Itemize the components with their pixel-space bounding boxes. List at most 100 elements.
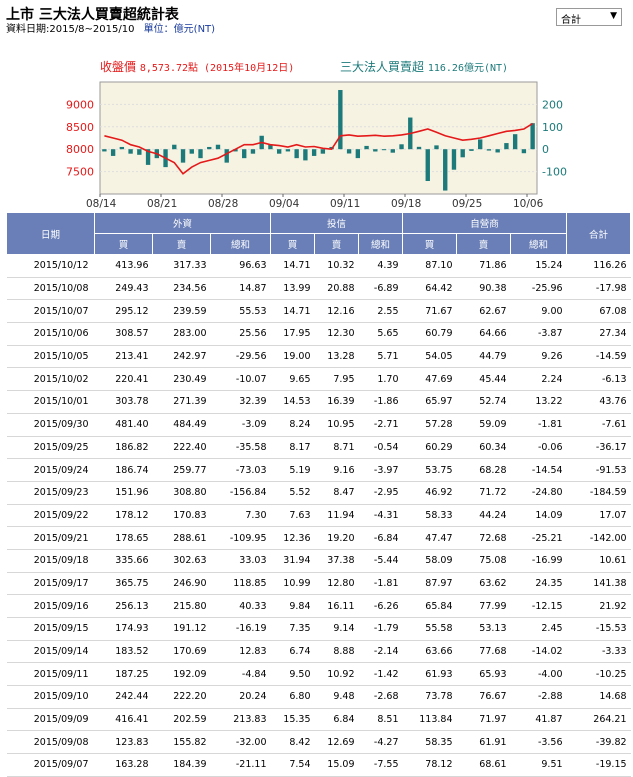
table-row: 2015/09/10 242.44 222.20 20.24 6.80 9.48 -2.68… (6, 685, 631, 709)
cell-value: 52.74 (456, 390, 511, 414)
row-date: 2015/10/02 (6, 367, 95, 392)
cell-value: 6.74 (270, 640, 315, 664)
cell-value: 12.30 (314, 322, 359, 346)
cell-value: 9.65 (270, 367, 315, 392)
cell-value: 90.38 (456, 277, 511, 301)
date-range: 資料日期:2015/8~2015/10 單位：億元(NT) (6, 20, 215, 35)
x-tick-label: 08/14 (86, 198, 117, 210)
cell-value: 4.39 (358, 254, 403, 278)
cell-value: 17.07 (566, 504, 631, 528)
cell-value: 283.00 (152, 322, 211, 346)
row-date: 2015/09/30 (6, 413, 95, 437)
cell-value: -14.02 (510, 640, 567, 664)
cell-value: 8.17 (270, 436, 315, 460)
cell-value: -142.00 (566, 526, 631, 550)
cell-value: 12.36 (270, 526, 315, 550)
cell-value: -4.31 (358, 504, 403, 528)
cell-value: -39.82 (566, 730, 631, 755)
cell-value: -7.55 (358, 753, 403, 777)
cell-value: 6.80 (270, 685, 315, 709)
cell-value: 5.65 (358, 322, 403, 346)
cell-value: 178.12 (94, 504, 153, 528)
cell-value: 5.52 (270, 481, 315, 505)
table-row: 2015/09/24 186.74 259.77 -73.03 5.19 9.16 -3.9… (6, 458, 631, 482)
cell-value: -4.00 (510, 662, 567, 687)
cell-value: 7.63 (270, 504, 315, 528)
cell-value: 61.93 (402, 662, 457, 687)
cell-value: 13.22 (510, 390, 567, 414)
cell-value: 288.61 (152, 526, 211, 550)
cell-value: 19.20 (314, 526, 359, 550)
cell-value: 58.35 (402, 730, 457, 755)
table-row: 2015/09/17 365.75 246.90 118.85 10.99 12.80 -1… (6, 572, 631, 596)
cell-value: -6.13 (566, 367, 631, 392)
cell-value: 335.66 (94, 549, 153, 573)
table-row: 2015/09/18 335.66 302.63 33.03 31.94 37.38 -5.… (6, 549, 631, 573)
table-row: 2015/10/01 303.78 271.39 32.39 14.53 16.39 -1.… (6, 390, 631, 414)
cell-value: 78.12 (402, 753, 457, 777)
cell-value: 14.53 (270, 390, 315, 414)
cell-value: -2.95 (358, 481, 403, 505)
table-row: 2015/09/23 151.96 308.80 -156.84 5.52 8.47 -2.… (6, 481, 631, 505)
cell-value: 481.40 (94, 413, 153, 437)
table-row: 2015/10/06 308.57 283.00 25.56 17.95 12.30 5.6… (6, 322, 631, 346)
net-bar (119, 146, 125, 150)
cell-value: 7.35 (270, 617, 315, 641)
cell-value: 413.96 (94, 254, 153, 278)
cell-value: 54.05 (402, 345, 457, 369)
cell-value: 163.28 (94, 753, 153, 777)
cell-value: 8.71 (314, 436, 359, 460)
row-date: 2015/09/17 (6, 572, 95, 596)
cell-value: -16.99 (510, 549, 567, 573)
x-tick-label: 10/06 (513, 198, 544, 210)
table-row: 2015/09/15 174.93 191.12 -16.19 7.35 9.14 -1.7… (6, 617, 631, 641)
cell-value: 24.35 (510, 572, 567, 596)
col-date: 日期 (6, 212, 95, 255)
cell-value: 11.94 (314, 504, 359, 528)
cell-value: -2.68 (358, 685, 403, 709)
subheader-7: 賣 (456, 233, 511, 255)
cell-value: 242.44 (94, 685, 153, 709)
cell-value: 63.66 (402, 640, 457, 664)
cell-value: 170.83 (152, 504, 211, 528)
net-bar (451, 149, 457, 170)
cell-value: 9.16 (314, 458, 359, 482)
subheader-2: 總和 (210, 233, 271, 255)
cell-value: 192.09 (152, 662, 211, 687)
cell-value: 186.82 (94, 436, 153, 460)
cell-value: -25.96 (510, 277, 567, 301)
cell-value: 10.32 (314, 254, 359, 278)
cell-value: 2.24 (510, 367, 567, 392)
cell-value: 9.84 (270, 594, 315, 618)
cell-value: 215.80 (152, 594, 211, 618)
cell-value: -184.59 (566, 481, 631, 505)
cell-value: -5.44 (358, 549, 403, 573)
cell-value: 31.94 (270, 549, 315, 573)
cell-value: 222.20 (152, 685, 211, 709)
cell-value: -10.07 (210, 367, 271, 392)
cell-value: 170.69 (152, 640, 211, 664)
net-bar (145, 149, 151, 165)
cell-value: 295.12 (94, 299, 153, 324)
col-foreign: 外資 (94, 212, 271, 234)
cell-value: 46.92 (402, 481, 457, 505)
cell-value: 230.49 (152, 367, 211, 392)
cell-value: 242.97 (152, 345, 211, 369)
cell-value: -1.81 (358, 572, 403, 596)
cell-value: 72.68 (456, 526, 511, 550)
close-price-label: 收盤價 (100, 60, 137, 74)
cell-value: 9.00 (510, 299, 567, 324)
cell-value: -32.00 (210, 730, 271, 755)
row-date: 2015/09/16 (6, 594, 95, 618)
series-select[interactable]: 合計 ▼ (556, 8, 622, 26)
row-date: 2015/10/01 (6, 390, 95, 414)
x-tick-label: 09/11 (330, 198, 360, 210)
row-date: 2015/09/18 (6, 549, 95, 573)
x-tick-label: 09/25 (452, 198, 482, 210)
cell-value: 57.28 (402, 413, 457, 437)
net-bar (285, 149, 291, 152)
net-bar (530, 123, 535, 150)
net-bar (110, 149, 116, 156)
cell-value: 73.78 (402, 685, 457, 709)
institutional-table: 日期 外資 投信 自營商 合計 買賣總和買賣總和買賣總和 2015/10/12 4… (6, 212, 632, 777)
